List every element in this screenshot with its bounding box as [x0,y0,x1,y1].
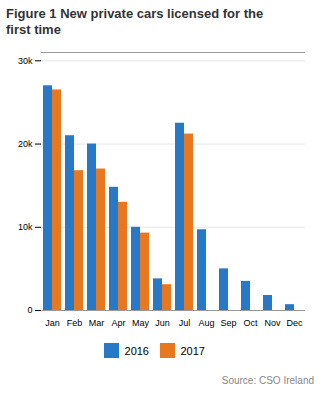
svg-text:30k: 30k [18,56,33,66]
svg-text:Nov: Nov [264,318,281,328]
svg-text:Apr: Apr [111,318,125,328]
html-text:Source: CSO Ireland: Source: CSO Ireland [221,374,314,386]
svg-text:10k: 10k [18,222,33,232]
svg-text:Feb: Feb [67,318,83,328]
html-text:Figure 1 New private cars lice: Figure 1 New private cars licensed for t… [6,6,264,37]
svg-text:0: 0 [27,305,32,315]
svg-text:Oct: Oct [243,318,258,328]
html-text:2016: 2016 [124,344,149,357]
svg-text:Aug: Aug [198,318,214,328]
svg-text:Dec: Dec [286,318,303,328]
svg-text:May: May [132,318,150,328]
svg-text:Jul: Jul [179,318,191,328]
svg-text:Jan: Jan [45,318,60,328]
svg-text:Jun: Jun [155,318,170,328]
svg-text:Sep: Sep [220,318,236,328]
svg-text:20k: 20k [18,139,33,149]
svg-text:Mar: Mar [89,318,105,328]
html-text:2017: 2017 [180,344,205,357]
